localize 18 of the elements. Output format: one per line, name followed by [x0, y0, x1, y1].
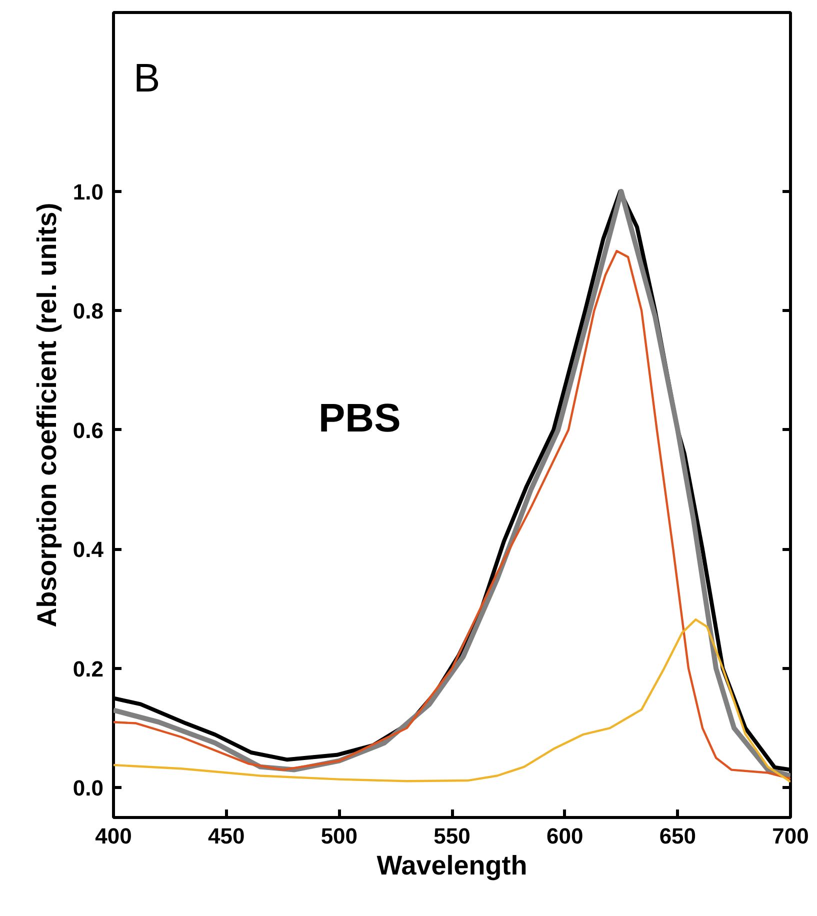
y-tick-label: 0.4: [72, 537, 104, 562]
y-tick-label: 0.2: [72, 656, 104, 682]
x-tick-label: 600: [546, 824, 584, 848]
annotation: B: [134, 56, 160, 100]
x-tick-label: 450: [208, 824, 245, 848]
y-tick-label: 0.6: [72, 418, 104, 443]
y-tick-label: 0.0: [72, 776, 104, 801]
x-tick-label: 650: [659, 824, 696, 848]
line-series: [114, 618, 790, 783]
annotation: PBS: [318, 396, 401, 440]
x-tick-label: 500: [320, 824, 358, 848]
x-tick-label: 700: [772, 824, 809, 848]
x-axis-title: Wavelength: [376, 850, 528, 880]
y-axis-title: Absorption coefficient (rel. units): [32, 202, 62, 628]
y-tick-label: 1.0: [72, 179, 104, 204]
y-tick-label: 0.8: [72, 298, 104, 324]
x-tick-label: 550: [434, 824, 470, 848]
x-tick-label: 400: [95, 824, 132, 848]
